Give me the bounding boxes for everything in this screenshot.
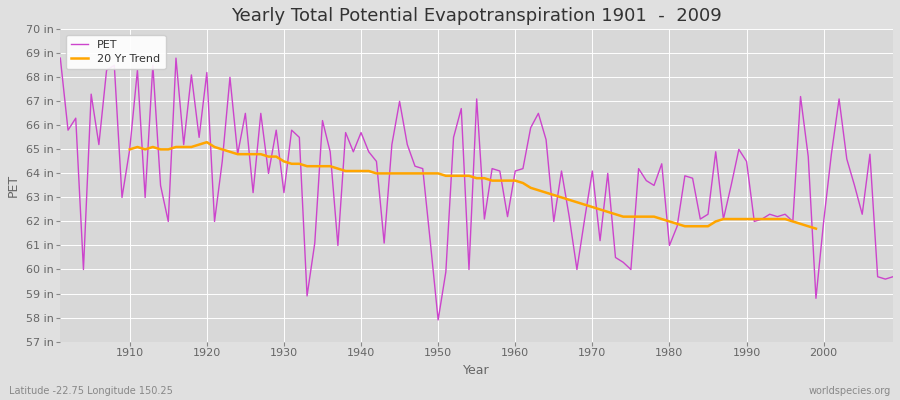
- PET: [117, 195, 128, 200]
- PET: [55, 56, 66, 60]
- 20 Yr Trend: [225, 149, 236, 154]
- Line: PET: PET: [60, 58, 893, 320]
- Text: worldspecies.org: worldspecies.org: [809, 386, 891, 396]
- X-axis label: Year: Year: [464, 364, 490, 377]
- Title: Yearly Total Potential Evapotranspiration 1901  -  2009: Yearly Total Potential Evapotranspiratio…: [231, 7, 722, 25]
- PET: [610, 255, 621, 260]
- 20 Yr Trend: [124, 147, 135, 152]
- 20 Yr Trend: [811, 226, 822, 231]
- PET: [433, 318, 444, 322]
- PET: [887, 274, 898, 279]
- 20 Yr Trend: [703, 224, 714, 229]
- Y-axis label: PET: PET: [7, 174, 20, 197]
- PET: [518, 166, 528, 171]
- Legend: PET, 20 Yr Trend: PET, 20 Yr Trend: [66, 35, 166, 70]
- 20 Yr Trend: [718, 217, 729, 222]
- Text: Latitude -22.75 Longitude 150.25: Latitude -22.75 Longitude 150.25: [9, 386, 173, 396]
- 20 Yr Trend: [340, 169, 351, 174]
- 20 Yr Trend: [202, 140, 212, 144]
- PET: [509, 169, 520, 174]
- 20 Yr Trend: [610, 212, 621, 217]
- PET: [286, 128, 297, 132]
- 20 Yr Trend: [788, 219, 798, 224]
- PET: [332, 243, 343, 248]
- Line: 20 Yr Trend: 20 Yr Trend: [130, 142, 816, 229]
